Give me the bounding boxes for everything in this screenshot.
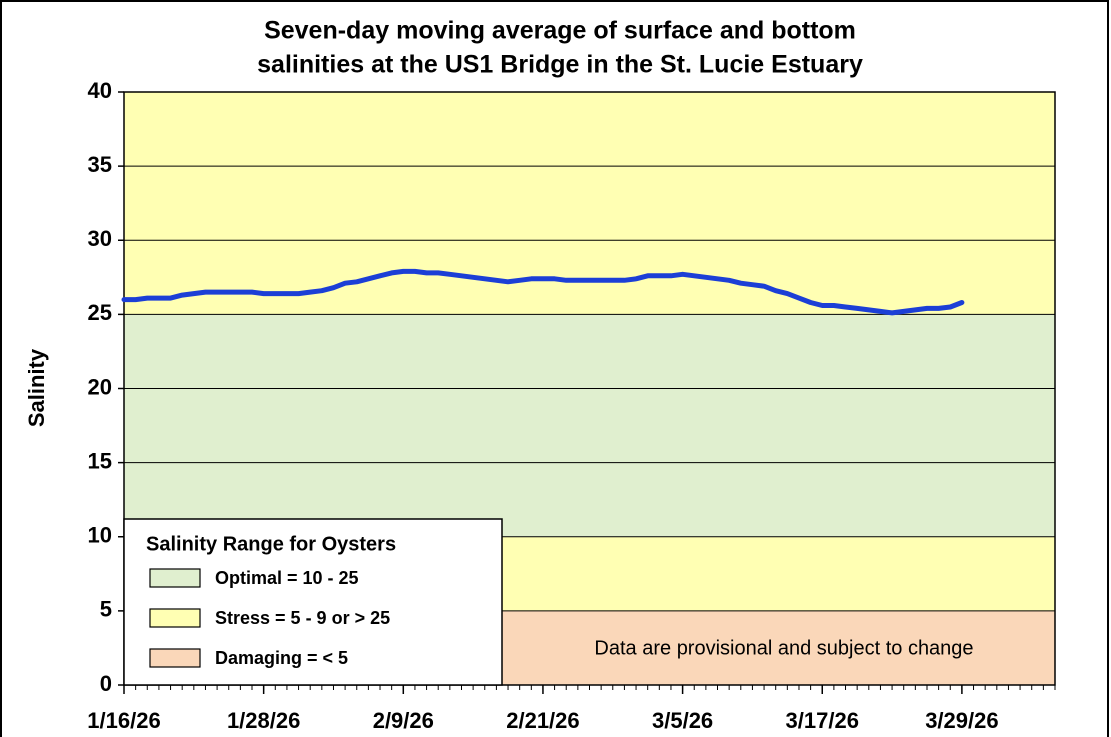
x-tick-label: 1/28/26 <box>227 708 300 733</box>
range-band <box>124 92 1055 315</box>
y-tick-label: 0 <box>100 671 112 696</box>
legend-label: Optimal = 10 - 25 <box>215 568 359 588</box>
y-tick-label: 35 <box>88 152 112 177</box>
legend-label: Stress = 5 - 9 or > 25 <box>215 608 390 628</box>
legend-swatch <box>149 608 201 628</box>
chart-title: Seven-day moving average of surface and … <box>264 17 856 45</box>
legend-swatch <box>149 648 201 668</box>
y-tick-label: 10 <box>88 523 112 548</box>
x-tick-label: 2/9/26 <box>373 708 434 733</box>
y-tick-label: 20 <box>88 374 112 399</box>
chart-title: salinities at the US1 Bridge in the St. … <box>257 51 863 79</box>
y-tick-label: 5 <box>100 597 112 622</box>
y-tick-label: 15 <box>88 448 112 473</box>
y-tick-label: 40 <box>88 78 112 103</box>
x-tick-label: 3/29/26 <box>925 708 998 733</box>
legend-label: Damaging = < 5 <box>215 648 348 668</box>
plot-border <box>123 91 1056 686</box>
x-tick-label: 3/17/26 <box>786 708 859 733</box>
legend: Salinity Range for Oysters Optimal = 10 -… <box>123 518 503 686</box>
y-tick-label: 25 <box>88 300 112 325</box>
x-tick-label: 3/5/26 <box>652 708 713 733</box>
x-tick-label: 2/21/26 <box>506 708 579 733</box>
legend-swatch <box>149 568 201 588</box>
range-band <box>124 314 1055 537</box>
y-tick-label: 30 <box>88 226 112 251</box>
data-line <box>121 268 965 316</box>
legend-title: Salinity Range for Oysters <box>146 533 396 555</box>
x-tick-label: 1/16/26 <box>87 708 160 733</box>
y-axis-label: Salinity <box>24 348 49 427</box>
annotation: Data are provisional and subject to chan… <box>594 637 973 659</box>
